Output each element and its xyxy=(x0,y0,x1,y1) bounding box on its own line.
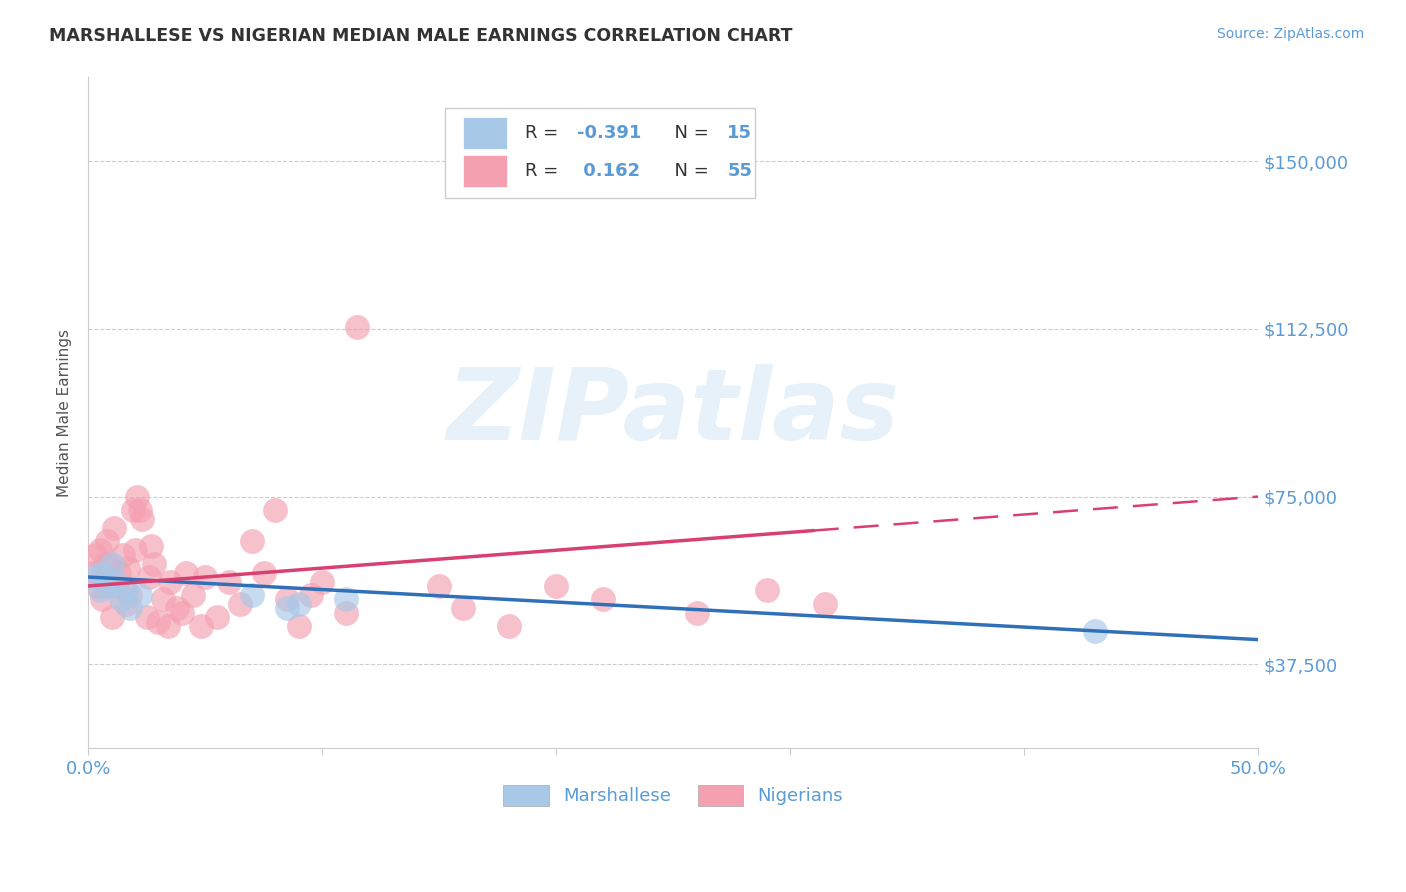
Point xyxy=(84,570,107,584)
Point xyxy=(170,606,193,620)
Point xyxy=(592,592,614,607)
Point xyxy=(253,566,276,580)
Point xyxy=(84,548,107,562)
Point xyxy=(117,561,139,575)
Point xyxy=(218,574,240,589)
Text: -0.391: -0.391 xyxy=(578,124,641,142)
Point xyxy=(110,592,132,607)
Point xyxy=(120,588,142,602)
Point xyxy=(114,597,136,611)
Point xyxy=(276,601,298,615)
Point xyxy=(1084,624,1107,638)
Point xyxy=(814,597,837,611)
Point xyxy=(121,503,143,517)
Point xyxy=(288,619,311,633)
Point xyxy=(156,619,179,633)
Point xyxy=(89,543,111,558)
Point xyxy=(103,521,125,535)
Point xyxy=(148,615,170,629)
Point xyxy=(100,610,122,624)
Point xyxy=(755,583,778,598)
Point xyxy=(159,574,181,589)
Text: Source: ZipAtlas.com: Source: ZipAtlas.com xyxy=(1216,27,1364,41)
Point xyxy=(105,574,128,589)
Point xyxy=(451,601,474,615)
Point xyxy=(93,557,115,571)
Legend: Marshallese, Nigerians: Marshallese, Nigerians xyxy=(496,778,851,813)
Point xyxy=(427,579,450,593)
Text: R =: R = xyxy=(524,124,564,142)
Y-axis label: Median Male Earnings: Median Male Earnings xyxy=(58,329,72,497)
Point xyxy=(311,574,333,589)
Text: R =: R = xyxy=(524,162,564,180)
Point xyxy=(194,570,217,584)
Point xyxy=(96,579,118,593)
Point xyxy=(89,583,111,598)
Point xyxy=(142,557,165,571)
Point xyxy=(498,619,520,633)
Point xyxy=(264,503,287,517)
Point xyxy=(135,610,157,624)
Point xyxy=(141,539,163,553)
Point xyxy=(128,588,150,602)
FancyBboxPatch shape xyxy=(446,108,755,198)
Point xyxy=(190,619,212,633)
Point xyxy=(276,592,298,607)
Text: 15: 15 xyxy=(727,124,752,142)
Point xyxy=(100,557,122,571)
Point xyxy=(546,579,568,593)
Point xyxy=(335,592,357,607)
Bar xyxy=(463,117,508,149)
Text: MARSHALLESE VS NIGERIAN MEDIAN MALE EARNINGS CORRELATION CHART: MARSHALLESE VS NIGERIAN MEDIAN MALE EARN… xyxy=(49,27,793,45)
Point xyxy=(335,606,357,620)
Point xyxy=(176,566,198,580)
Point xyxy=(120,601,142,615)
Point xyxy=(91,592,114,607)
Point xyxy=(183,588,205,602)
Text: 55: 55 xyxy=(727,162,752,180)
Point xyxy=(98,557,121,571)
Point xyxy=(131,512,153,526)
Point xyxy=(229,597,252,611)
Point xyxy=(138,570,160,584)
Point xyxy=(166,601,188,615)
Point xyxy=(96,534,118,549)
Point xyxy=(205,610,228,624)
Point xyxy=(152,592,174,607)
Point xyxy=(82,566,104,580)
Point xyxy=(124,543,146,558)
Point xyxy=(128,503,150,517)
Text: N =: N = xyxy=(662,124,714,142)
Point xyxy=(91,566,114,580)
Point xyxy=(240,588,263,602)
Point xyxy=(105,579,128,593)
Point xyxy=(686,606,709,620)
Point xyxy=(107,566,129,580)
Point xyxy=(299,588,322,602)
Text: ZIPatlas: ZIPatlas xyxy=(447,364,900,461)
Text: N =: N = xyxy=(662,162,714,180)
Point xyxy=(127,490,149,504)
Point xyxy=(114,583,136,598)
Point xyxy=(240,534,263,549)
Point xyxy=(112,548,135,562)
Text: 0.162: 0.162 xyxy=(578,162,641,180)
Point xyxy=(288,597,311,611)
Bar xyxy=(463,155,508,187)
Point xyxy=(86,579,108,593)
Point xyxy=(346,319,368,334)
